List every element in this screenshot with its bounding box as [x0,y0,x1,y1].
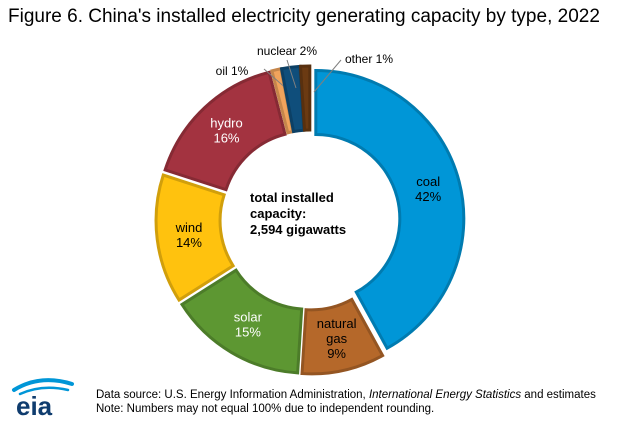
slice-wind [154,173,236,303]
chart-title: Figure 6. China's installed electricity … [8,6,600,27]
source-prefix: Data source: U.S. Energy Information Adm… [96,389,369,401]
leader-line-nuclear [286,59,297,89]
slice-coal [314,69,466,351]
eia-logo: eia [12,378,74,418]
label-solar: solar 15% [234,310,263,340]
label-wind: wind 14% [175,220,203,250]
label-oil: oil 1% [216,64,249,78]
source-note: Data source: U.S. Energy Information Adm… [96,388,616,402]
slice-natural-gas [300,297,385,376]
center-label: total installed capacity: 2,594 gigawatt… [250,190,400,238]
slice-hydro [163,70,287,192]
label-other: other 1% [345,52,393,66]
rounding-note: Note: Numbers may not equal 100% due to … [96,403,435,415]
source-italic: International Energy Statistics [368,389,522,401]
label-hydro: hydro 16% [210,116,243,146]
center-label-line1: total installed [250,190,334,205]
center-label-line3: 2,594 gigawatts [250,222,347,237]
leader-line-other [313,59,342,93]
center-label-line2: capacity: [250,206,307,221]
source-suffix: and estimates [521,389,596,401]
footer: Data source: U.S. Energy Information Adm… [96,388,616,416]
slice-other [298,64,312,132]
label-natural-gas: natural gas 9% [317,316,357,361]
slice-solar [179,268,304,375]
label-nuclear: nuclear 2% [257,44,317,58]
logo-text: eia [16,391,53,418]
label-coal: coal 42% [415,174,441,204]
